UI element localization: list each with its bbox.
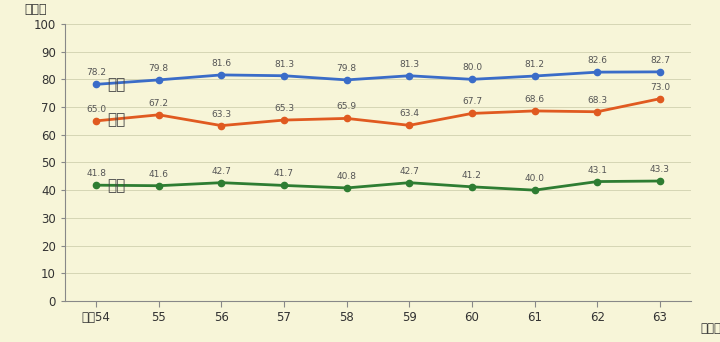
Text: 65.0: 65.0 [86, 105, 106, 114]
Text: 78.2: 78.2 [86, 68, 106, 77]
Text: 41.8: 41.8 [86, 169, 106, 178]
Text: 67.2: 67.2 [149, 99, 168, 108]
Text: 63.4: 63.4 [400, 109, 419, 118]
Text: 湖沼: 湖沼 [107, 179, 126, 194]
Text: 63.3: 63.3 [212, 110, 231, 119]
Text: 43.1: 43.1 [588, 166, 607, 175]
Text: 73.0: 73.0 [650, 83, 670, 92]
Text: （年度）: （年度） [701, 322, 720, 335]
Text: 81.6: 81.6 [212, 59, 231, 68]
Text: 68.3: 68.3 [588, 96, 607, 105]
Text: 40.8: 40.8 [337, 172, 356, 181]
Text: 67.7: 67.7 [462, 97, 482, 106]
Text: 海域: 海域 [107, 77, 126, 92]
Text: 80.0: 80.0 [462, 63, 482, 73]
Text: 41.7: 41.7 [274, 170, 294, 179]
Text: 81.2: 81.2 [525, 60, 544, 69]
Text: 82.6: 82.6 [588, 56, 607, 65]
Text: 65.3: 65.3 [274, 104, 294, 113]
Text: 79.8: 79.8 [149, 64, 168, 73]
Text: 65.9: 65.9 [337, 103, 356, 111]
Text: 68.6: 68.6 [525, 95, 544, 104]
Text: 43.3: 43.3 [650, 165, 670, 174]
Text: 79.8: 79.8 [337, 64, 356, 73]
Text: 41.6: 41.6 [149, 170, 168, 179]
Text: 河川: 河川 [107, 112, 126, 127]
Text: 81.3: 81.3 [274, 60, 294, 69]
Text: 40.0: 40.0 [525, 174, 544, 183]
Text: 81.3: 81.3 [400, 60, 419, 69]
Text: 82.7: 82.7 [650, 56, 670, 65]
Text: 42.7: 42.7 [400, 167, 419, 176]
Text: （％）: （％） [24, 3, 47, 16]
Text: 42.7: 42.7 [212, 167, 231, 176]
Text: 41.2: 41.2 [462, 171, 482, 180]
